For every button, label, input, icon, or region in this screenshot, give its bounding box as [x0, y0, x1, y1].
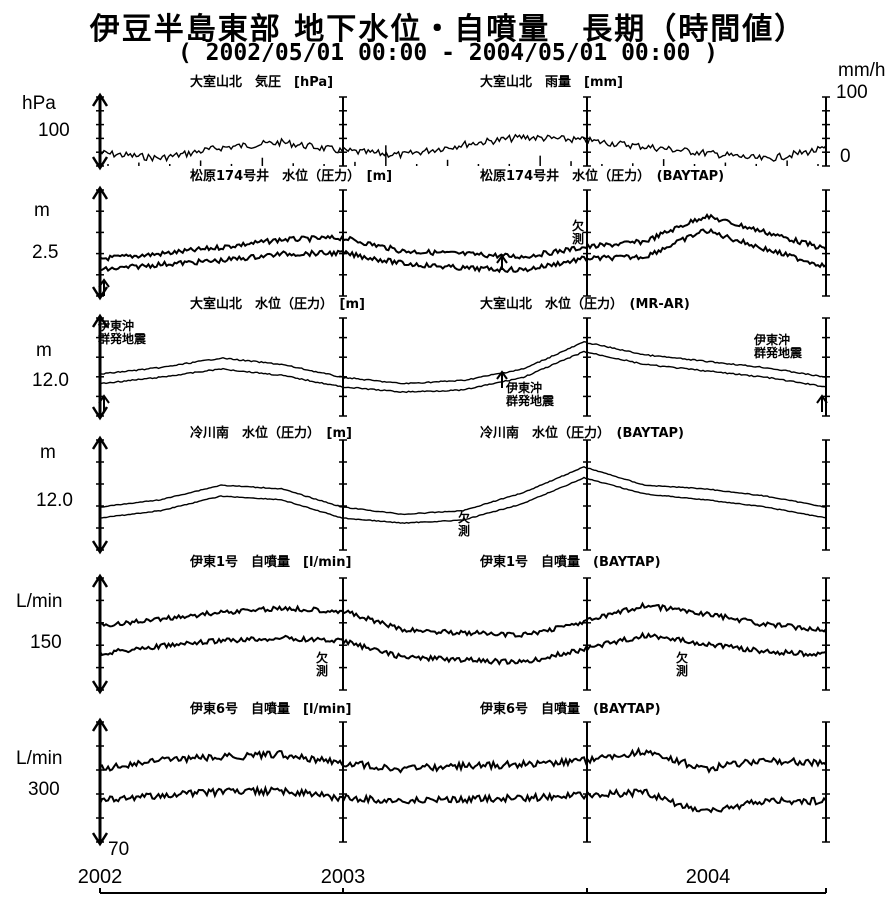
annotation-text: 欠測 — [676, 650, 688, 678]
year-label: 2003 — [321, 866, 366, 888]
tick-label-left: 100 — [38, 120, 70, 141]
axis-arrow-down — [91, 832, 109, 847]
series-line — [99, 631, 827, 666]
panel-label: 大室山北 水位（圧力） [m] — [190, 296, 365, 312]
chart-title: 伊豆半島東部 地下水位・自噴量 長期（時間値） — [89, 12, 807, 47]
axis-arrow-up — [91, 573, 109, 588]
tick-label-left: 12.0 — [32, 370, 69, 391]
event-arrow-head — [496, 370, 508, 380]
series-line — [99, 601, 827, 639]
unit-label-left: hPa — [22, 93, 56, 114]
annotation-text: 欠測 — [458, 510, 470, 538]
tick-label-left: 2.5 — [32, 242, 58, 263]
panel-label: 伊東1号 自噴量 [l/min] — [189, 554, 351, 570]
series-line — [99, 476, 827, 525]
annotation-text: 伊東沖群発地震 — [97, 318, 147, 346]
axis-arrow-up — [91, 92, 109, 107]
series-line — [100, 746, 827, 774]
year-label: 2002 — [78, 866, 123, 888]
panel-label: 冷川南 水位（圧力） [m] — [190, 425, 352, 441]
unit-label-right: mm/h — [838, 60, 886, 81]
series-line — [99, 784, 827, 814]
tick-label-left: 70 — [108, 839, 129, 860]
axis-arrow-up — [91, 313, 109, 328]
series-line — [99, 212, 827, 262]
tick-label-right: 100 — [836, 82, 868, 103]
axis-arrow-down — [91, 540, 109, 555]
event-arrow-head — [98, 394, 110, 404]
panel-label: 松原174号井 水位（圧力） [m] — [190, 168, 392, 184]
unit-label-left: m — [40, 442, 56, 463]
panel-label: 伊東6号 自噴量 (BAYTAP) — [479, 701, 661, 717]
event-arrow-head — [816, 394, 828, 404]
axis-arrow-up — [91, 717, 109, 732]
annotation-text: 伊東沖群発地震 — [753, 332, 803, 360]
series-line — [99, 466, 827, 516]
event-arrow-head — [98, 278, 110, 288]
event-arrow-head — [496, 254, 508, 264]
axis-arrow-up — [91, 185, 109, 200]
year-label: 2004 — [686, 866, 731, 888]
axis-arrow-up — [91, 435, 109, 450]
series-line — [99, 350, 827, 394]
tick-label-left: 150 — [30, 632, 62, 653]
series-line — [99, 133, 827, 163]
panel-label: 伊東1号 自噴量 (BAYTAP) — [479, 554, 661, 570]
panel-label: 松原174号井 水位（圧力） (BAYTAP) — [480, 168, 724, 184]
panel-label: 大室山北 気圧 [hPa] — [190, 74, 333, 90]
panel-label: 伊東6号 自噴量 [l/min] — [189, 701, 351, 717]
annotation-text: 伊東沖群発地震 — [505, 380, 555, 408]
unit-label-left: L/min — [16, 748, 62, 769]
axis-arrow-down — [91, 156, 109, 171]
series-line — [99, 227, 827, 274]
unit-label-left: L/min — [16, 591, 62, 612]
annotation-text: 欠測 — [572, 218, 584, 246]
chart-subtitle: ( 2002/05/01 00:00 - 2004/05/01 00:00 ) — [177, 40, 719, 66]
tick-label-left: 12.0 — [36, 490, 73, 511]
tick-label-right: 0 — [840, 146, 851, 167]
unit-label-left: m — [36, 340, 52, 361]
series-line — [99, 340, 826, 385]
panel-label: 大室山北 水位（圧力） (MR-AR) — [480, 296, 690, 312]
panel-label: 冷川南 水位（圧力） (BAYTAP) — [480, 425, 684, 441]
annotation-text: 欠測 — [316, 650, 328, 678]
panel-label: 大室山北 雨量 [mm] — [480, 74, 623, 90]
tick-label-left: 300 — [28, 779, 60, 800]
axis-arrow-down — [91, 680, 109, 695]
unit-label-left: m — [34, 200, 50, 221]
